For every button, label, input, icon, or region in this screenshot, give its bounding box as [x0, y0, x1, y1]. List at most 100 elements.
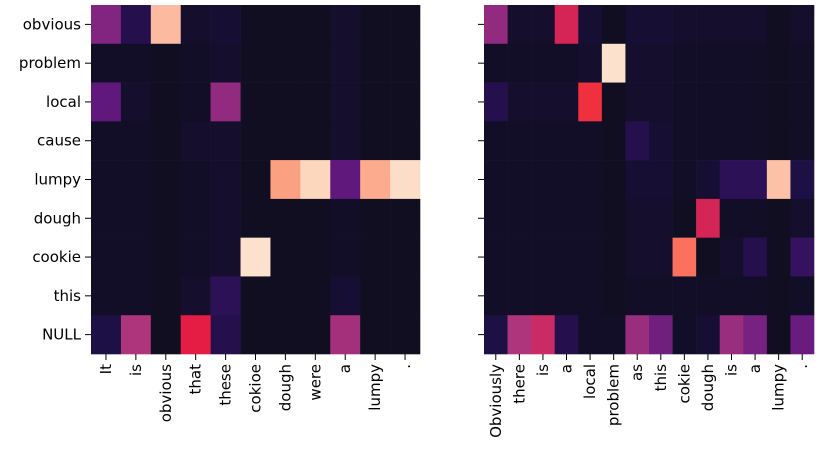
heatmap-cell [330, 5, 361, 45]
heatmap-cell [330, 43, 361, 83]
heatmap-cell [743, 315, 768, 355]
heatmap-cell [601, 5, 626, 45]
heatmap-cell [270, 315, 301, 355]
heatmap-cell [91, 198, 122, 238]
heatmap-cell [180, 276, 211, 316]
heatmap-cell [91, 315, 122, 355]
heatmap-left: obvious problem local cause lumpy dough cookie… [19, 5, 421, 422]
y-tick-label: problem [19, 54, 81, 72]
heatmap-cell [507, 121, 532, 161]
heatmap-cell [360, 237, 391, 277]
heatmap-cell [180, 121, 211, 161]
heatmap-cell [743, 237, 768, 277]
heatmap-cell [531, 276, 556, 316]
x-tick-label: . [396, 364, 414, 369]
heatmap-cell [649, 237, 673, 277]
heatmap-cell [649, 5, 673, 45]
heatmap-cell [672, 121, 697, 161]
heatmap-cell [625, 121, 650, 161]
y-tick-label: this [54, 287, 82, 305]
heatmap-cell [578, 315, 603, 355]
heatmap-cell [240, 82, 271, 122]
y-tick-label: cause [37, 132, 81, 150]
heatmap-cell [360, 160, 391, 200]
heatmap-cell [91, 5, 122, 45]
heatmap-cell [578, 276, 603, 316]
heatmap-cell [649, 43, 673, 83]
heatmap-cell [484, 5, 508, 45]
heatmap-cell [210, 315, 241, 355]
heatmap-cell [625, 43, 650, 83]
heatmap-cell [484, 43, 508, 83]
heatmap-cell [507, 82, 532, 122]
heatmap-cell [743, 160, 768, 200]
heatmap-cell [330, 237, 361, 277]
heatmap-cell [531, 43, 556, 83]
heatmap-cell [360, 121, 391, 161]
heatmap-cell [180, 160, 211, 200]
heatmap-cell [210, 237, 241, 277]
heatmap-cell [120, 315, 152, 355]
heatmap-cell [719, 5, 744, 45]
heatmap-cell [743, 82, 768, 122]
heatmap-cell [554, 160, 579, 200]
heatmap-cell [507, 198, 532, 238]
heatmap-cell [300, 43, 331, 83]
heatmap-cell [601, 237, 626, 277]
heatmap-cell [578, 121, 603, 161]
heatmap-cell [360, 276, 391, 316]
x-tick-label: dough [699, 364, 717, 411]
heatmap-cell [554, 43, 579, 83]
heatmap-cell [649, 160, 673, 200]
heatmap-cell [270, 82, 301, 122]
heatmap-right: Obviously there is a local problem as this cokie… [478, 5, 815, 438]
heatmap-cell [578, 160, 603, 200]
heatmap-cell [240, 198, 271, 238]
heatmap-cell [484, 160, 508, 200]
heatmap-cell [210, 198, 241, 238]
heatmap-cell [578, 5, 603, 45]
heatmap-cell [719, 198, 744, 238]
heatmap-cell [531, 198, 556, 238]
heatmap-cell [790, 237, 815, 277]
heatmap-cell [390, 82, 421, 122]
heatmap-cell [719, 43, 744, 83]
x-tick-label: obvious [157, 364, 175, 422]
heatmap-cell [360, 5, 391, 45]
heatmap-cell [120, 82, 152, 122]
heatmap-cell [390, 237, 421, 277]
heatmap-cell [766, 82, 791, 122]
heatmap-cell [696, 5, 721, 45]
heatmap-cell [390, 121, 421, 161]
heatmap-cell [696, 43, 721, 83]
heatmap-cell [330, 121, 361, 161]
heatmap-cell [91, 237, 122, 277]
heatmap-cell [120, 121, 152, 161]
x-tick-label: a [746, 364, 764, 373]
heatmap-cell [625, 315, 650, 355]
heatmap-cell [150, 43, 182, 83]
heatmap-cell [180, 315, 211, 355]
heatmap-cell [91, 82, 122, 122]
heatmap-cell [790, 315, 815, 355]
heatmap-cell [240, 160, 271, 200]
heatmap-cell [240, 43, 271, 83]
heatmap-cell [330, 160, 361, 200]
heatmap-cell [180, 198, 211, 238]
heatmap-cell [507, 276, 532, 316]
x-tick-label: dough [276, 364, 294, 411]
heatmap-cell [672, 315, 697, 355]
x-tick-label: problem [605, 364, 623, 426]
heatmap-cell [743, 198, 768, 238]
heatmap-cell [531, 160, 556, 200]
heatmap-cell [625, 82, 650, 122]
heatmap-cell [390, 160, 421, 200]
heatmap-cell [601, 315, 626, 355]
heatmap-cell [180, 237, 211, 277]
heatmap-cell [240, 276, 271, 316]
heatmap-cell [240, 315, 271, 355]
heatmap-cell [390, 43, 421, 83]
heatmap-cell [696, 82, 721, 122]
heatmap-cell [790, 5, 815, 45]
